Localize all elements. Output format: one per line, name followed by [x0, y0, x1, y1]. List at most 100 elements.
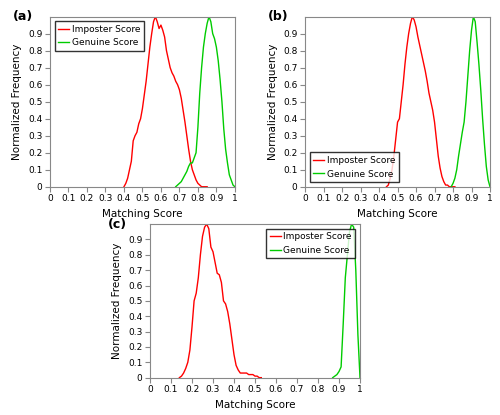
Genuine Score	[182, 172, 188, 177]
Imposter Score	[202, 225, 207, 229]
Imposter Score	[182, 366, 188, 371]
Genuine Score	[487, 184, 493, 189]
Genuine Score	[178, 179, 184, 184]
Imposter Score	[386, 183, 392, 188]
Genuine Score	[222, 147, 228, 152]
Y-axis label: Normalized Frequency: Normalized Frequency	[12, 44, 22, 160]
Imposter Score	[204, 184, 210, 189]
Imposter Score	[193, 178, 199, 183]
Genuine Score	[482, 142, 488, 147]
Imposter Score	[185, 360, 191, 365]
Genuine Score	[190, 161, 196, 166]
Imposter Score	[156, 26, 162, 31]
Text: (b): (b)	[268, 10, 289, 23]
Imposter Score	[191, 172, 197, 177]
Genuine Score	[480, 116, 486, 121]
Imposter Score	[154, 19, 160, 24]
Imposter Score	[444, 183, 450, 188]
Genuine Score	[208, 19, 214, 24]
Genuine Score	[472, 19, 478, 24]
Imposter Score	[188, 159, 194, 164]
Genuine Score	[474, 39, 480, 44]
Imposter Score	[256, 375, 262, 380]
Imposter Score	[391, 154, 397, 159]
Genuine Score	[448, 184, 454, 189]
X-axis label: Matching Score: Matching Score	[215, 400, 295, 410]
Imposter Score	[420, 60, 426, 65]
Imposter Score	[254, 374, 260, 378]
Imposter Score	[392, 137, 398, 142]
Imposter Score	[216, 272, 222, 277]
Imposter Score	[400, 82, 406, 87]
Imposter Score	[398, 99, 404, 104]
Imposter Score	[138, 116, 143, 121]
Legend: Imposter Score, Genuine Score: Imposter Score, Genuine Score	[310, 152, 399, 182]
Genuine Score	[180, 176, 186, 181]
Imposter Score	[432, 120, 438, 124]
Imposter Score	[147, 45, 153, 50]
Genuine Score	[476, 62, 482, 67]
Genuine Score	[221, 127, 227, 132]
Imposter Score	[416, 43, 422, 48]
Imposter Score	[394, 120, 400, 124]
Imposter Score	[206, 226, 212, 231]
Imposter Score	[212, 260, 218, 265]
Genuine Score	[458, 142, 464, 147]
Imposter Score	[231, 352, 237, 357]
Imposter Score	[176, 375, 182, 380]
Genuine Score	[348, 222, 354, 227]
Genuine Score	[466, 48, 472, 53]
Imposter Score	[424, 79, 430, 84]
Y-axis label: Normalized Frequency: Normalized Frequency	[268, 44, 278, 160]
Imposter Score	[182, 120, 188, 124]
Imposter Score	[191, 298, 197, 303]
Imposter Score	[196, 276, 202, 281]
Imposter Score	[148, 31, 154, 36]
Imposter Score	[235, 368, 241, 373]
Imposter Score	[204, 222, 210, 227]
Imposter Score	[193, 290, 199, 295]
Genuine Score	[228, 178, 234, 183]
Imposter Score	[248, 372, 254, 377]
X-axis label: Matching Score: Matching Score	[358, 209, 438, 219]
Imposter Score	[415, 34, 421, 39]
Imposter Score	[240, 371, 246, 376]
Imposter Score	[208, 244, 214, 249]
Genuine Score	[206, 14, 212, 19]
Imposter Score	[160, 28, 166, 33]
Imposter Score	[210, 249, 216, 254]
Text: (c): (c)	[108, 218, 127, 231]
Genuine Score	[215, 59, 221, 63]
Genuine Score	[200, 45, 206, 50]
Imposter Score	[435, 154, 441, 159]
Imposter Score	[180, 107, 186, 112]
Imposter Score	[227, 321, 233, 326]
Genuine Score	[172, 184, 178, 189]
Imposter Score	[136, 121, 141, 126]
Genuine Score	[357, 375, 363, 380]
Imposter Score	[140, 106, 145, 111]
Imposter Score	[145, 62, 151, 67]
Imposter Score	[190, 167, 196, 172]
Line: Imposter Score: Imposter Score	[124, 17, 207, 187]
Imposter Score	[124, 176, 130, 181]
Imposter Score	[402, 62, 408, 67]
Line: Genuine Score: Genuine Score	[451, 17, 490, 187]
Genuine Score	[344, 252, 350, 257]
Genuine Score	[346, 229, 352, 234]
Imposter Score	[176, 87, 182, 92]
Genuine Score	[342, 276, 348, 281]
Imposter Score	[418, 51, 424, 56]
Line: Genuine Score: Genuine Score	[176, 17, 235, 187]
Genuine Score	[193, 150, 199, 155]
Imposter Score	[143, 79, 149, 84]
Line: Imposter Score: Imposter Score	[386, 17, 455, 187]
Genuine Score	[478, 87, 484, 92]
Genuine Score	[336, 369, 342, 374]
Genuine Score	[204, 21, 210, 26]
Genuine Score	[456, 154, 462, 159]
Imposter Score	[169, 70, 175, 75]
Genuine Score	[195, 124, 201, 129]
Imposter Score	[195, 181, 201, 186]
Genuine Score	[330, 375, 336, 380]
